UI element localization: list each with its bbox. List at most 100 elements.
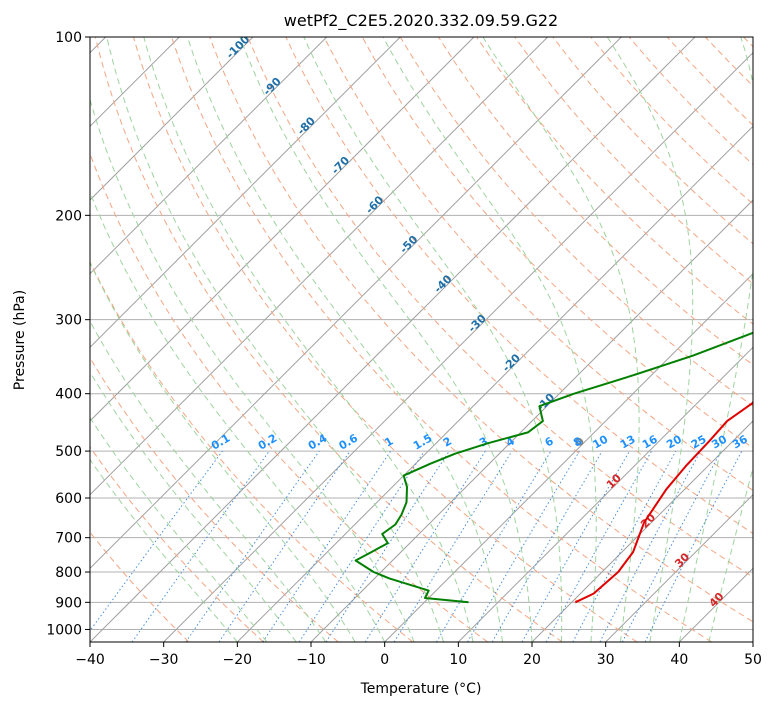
dry-adiabat — [90, 260, 414, 642]
mixing-ratio-line — [298, 450, 425, 642]
dry-adiabat — [90, 446, 264, 642]
x-axis-label: Temperature (°C) — [360, 681, 482, 697]
x-axis-ticks: −40 −30 −20 −10 0 10 20 30 40 50 — [75, 642, 762, 668]
mixing-ratio-label: 10 — [591, 432, 611, 451]
mixing-ratio-label: 1 — [382, 435, 395, 450]
mixing-ratio-label: 1.5 — [411, 432, 434, 453]
x-tick-label: −30 — [149, 652, 179, 668]
mixing-ratio-lines — [90, 450, 743, 642]
dry-adiabat — [209, 37, 753, 623]
mixing-ratio-label: 6 — [543, 434, 556, 449]
isotherm-label: -30 — [466, 312, 489, 335]
isotherm-line — [90, 37, 622, 570]
isotherm-line — [384, 272, 753, 642]
isotherm-line — [752, 641, 753, 642]
temperature-line — [574, 400, 753, 604]
mixing-ratio-line — [185, 450, 320, 642]
isotherm-line — [90, 37, 328, 275]
dry-adiabat — [90, 152, 488, 642]
isotherm-lines — [90, 37, 753, 642]
dry-adiabat — [132, 37, 638, 642]
moist-adiabat — [106, 37, 445, 642]
moist-adiabat — [303, 37, 563, 642]
mixing-ratio-line — [90, 450, 223, 632]
dry-adiabat — [90, 356, 339, 642]
x-tick-label: −40 — [75, 652, 105, 668]
moist-adiabat — [482, 37, 640, 642]
isotherm-line — [90, 37, 254, 201]
dry-adiabat — [171, 37, 712, 642]
mixing-ratio-line — [325, 450, 450, 642]
isotherm-label: 10 — [604, 471, 624, 491]
x-tick-label: 40 — [670, 652, 688, 668]
moist-adiabat — [90, 190, 386, 642]
isotherm-label: -60 — [363, 193, 386, 216]
y-axis-ticks: 100 200 300 400 500 600 700 800 900 1000 — [46, 30, 90, 638]
y-tick-label: 100 — [55, 30, 82, 46]
moist-adiabat — [90, 320, 327, 642]
pressure-gridlines — [90, 37, 753, 630]
y-tick-label: 300 — [55, 313, 82, 329]
mixing-ratio-line — [131, 450, 270, 642]
mixing-ratio-label: 13 — [618, 433, 638, 452]
moist-adiabat — [678, 37, 753, 642]
dry-adiabat — [437, 37, 753, 366]
isotherm-line — [605, 493, 753, 642]
isotherm-line — [90, 37, 401, 349]
mixing-ratio-label: 36 — [730, 432, 750, 451]
isotherm-line — [90, 37, 696, 642]
moist-adiabat — [187, 37, 503, 642]
isotherm-label: -50 — [397, 233, 420, 256]
dry-adiabat — [704, 37, 753, 87]
mixing-ratio-line — [572, 450, 677, 642]
x-tick-label: 30 — [597, 652, 615, 668]
dry-adiabat — [743, 37, 753, 48]
isotherm-line — [236, 125, 753, 642]
dry-adiabat — [247, 37, 753, 578]
moist-adiabat — [90, 416, 268, 642]
isotherm-line — [90, 37, 475, 422]
mixing-ratio-label: 16 — [640, 432, 660, 451]
y-tick-label: 1000 — [46, 622, 82, 638]
dry-adiabat — [94, 37, 563, 642]
dry-adiabat — [90, 531, 190, 642]
isotherm-line — [531, 420, 753, 642]
moist-adiabat — [90, 261, 356, 642]
isotherm-label: -20 — [500, 351, 523, 374]
moist-adiabat — [239, 37, 533, 642]
moist-adiabat — [708, 466, 753, 642]
isotherm-label: 30 — [672, 550, 692, 570]
mixing-ratio-label: 3 — [477, 435, 490, 450]
mixing-ratio-line — [218, 450, 351, 642]
plot-frame — [89, 36, 754, 643]
moist-adiabat — [382, 37, 597, 642]
mixing-ratio-label: 30 — [709, 432, 729, 451]
isotherm-line — [90, 37, 549, 496]
isotherm-line — [678, 567, 753, 642]
mixing-ratio-line — [521, 450, 630, 642]
moist-adiabat — [90, 371, 297, 642]
y-tick-label: 600 — [55, 491, 82, 507]
dry-adiabat — [476, 37, 753, 325]
moist-adiabat — [90, 458, 238, 642]
isotherm-label: -70 — [329, 154, 352, 177]
y-tick-label: 800 — [55, 565, 82, 581]
dewpoint-line — [354, 331, 753, 604]
mixing-ratio-line — [644, 450, 743, 642]
mixing-ratio-label: 2 — [441, 435, 454, 450]
isotherm-line — [457, 346, 753, 642]
chart-title: wetPf2_C2E5.2020.332.09.59.G22 — [284, 11, 558, 31]
moist-adiabat — [606, 37, 694, 642]
dry-adiabat — [514, 37, 753, 285]
moist-adiabat — [143, 37, 474, 642]
mixing-ratio-label: 0.1 — [209, 432, 232, 453]
moist-adiabat-lines — [90, 37, 753, 642]
y-tick-label: 700 — [55, 531, 82, 547]
x-tick-label: −20 — [223, 652, 253, 668]
mixing-ratio-label: 0.4 — [306, 431, 330, 452]
mixing-ratio-line — [545, 450, 653, 642]
dry-adiabat — [552, 37, 753, 245]
sounding-series — [354, 331, 753, 604]
y-tick-label: 200 — [55, 208, 82, 224]
